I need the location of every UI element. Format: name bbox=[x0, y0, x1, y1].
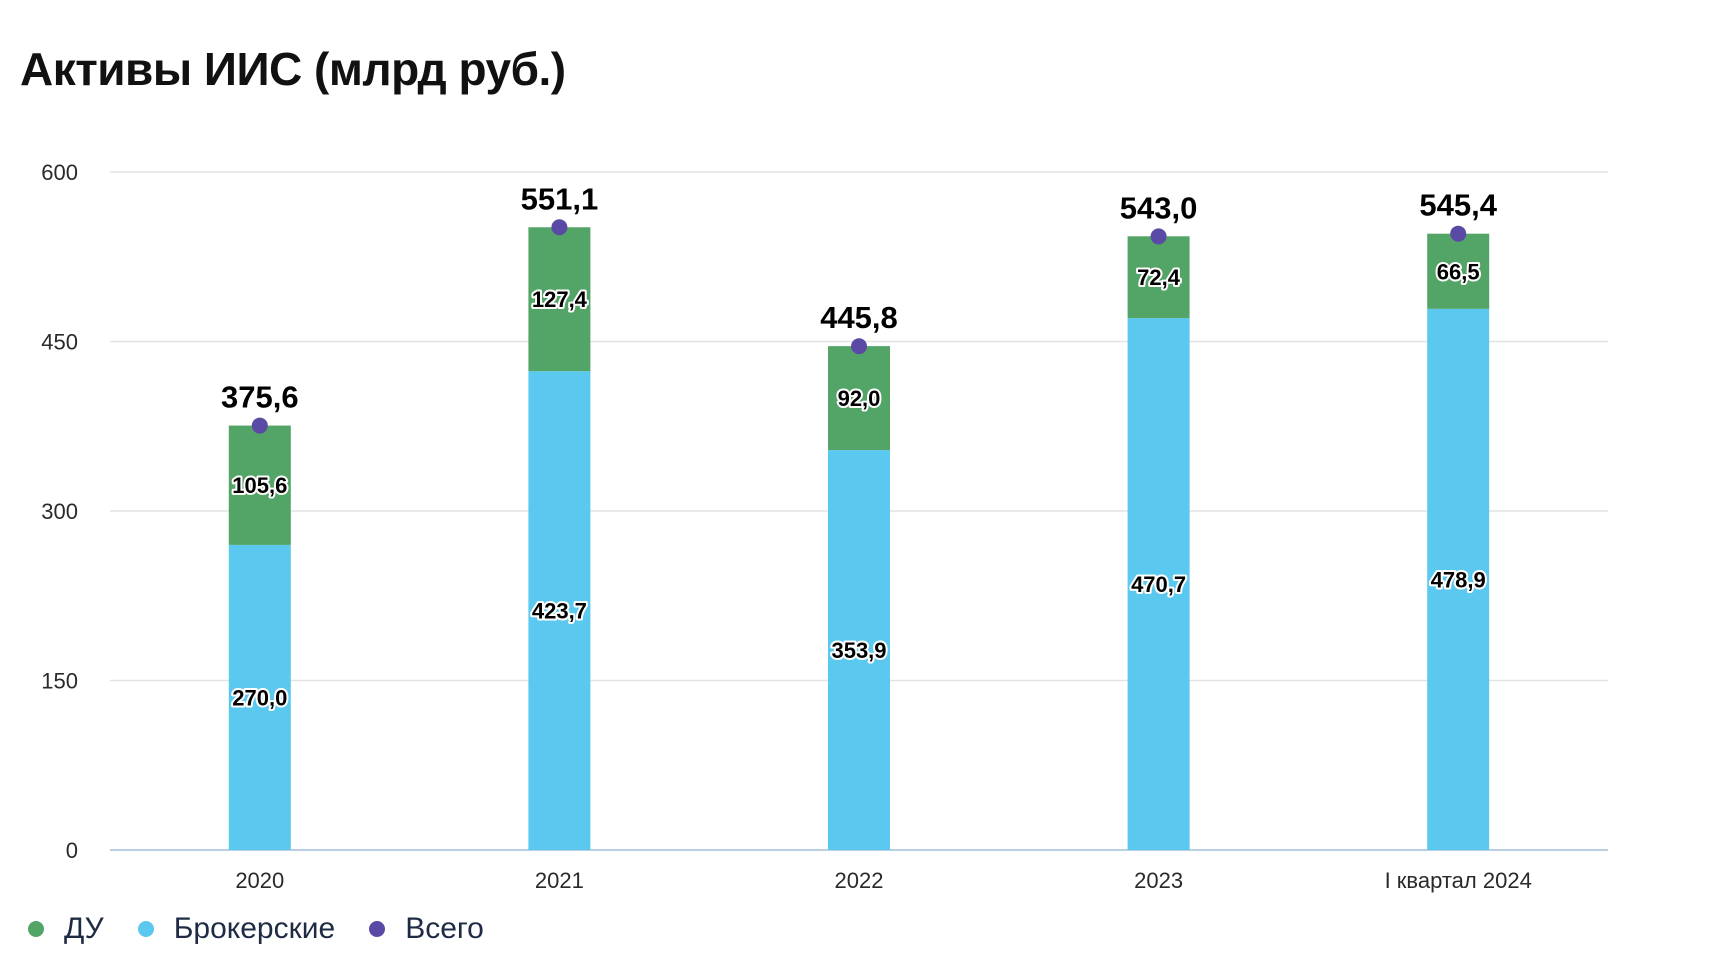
data-label-brokerage: 478,9 bbox=[1431, 567, 1486, 592]
data-label-du: 72,4 bbox=[1137, 265, 1181, 290]
data-label-total: 545,4 bbox=[1419, 188, 1497, 223]
bar-brokerage bbox=[1427, 308, 1490, 850]
total-marker bbox=[851, 338, 867, 355]
bar-brokerage bbox=[528, 371, 591, 850]
total-marker bbox=[551, 219, 568, 236]
bar-du bbox=[1427, 233, 1490, 309]
y-tick-label: 600 bbox=[41, 160, 78, 185]
total-marker bbox=[251, 417, 268, 434]
legend-marker-total bbox=[369, 921, 386, 937]
bar-brokerage bbox=[228, 544, 291, 850]
data-label-du: 66,5 bbox=[1437, 259, 1480, 284]
x-tick-label: 2023 bbox=[1134, 868, 1183, 893]
y-tick-label: 0 bbox=[66, 838, 78, 863]
x-tick-label: I квартал 2024 bbox=[1385, 868, 1532, 893]
bar-brokerage bbox=[828, 450, 890, 850]
data-label-brokerage: 270,0 bbox=[232, 685, 287, 710]
data-label-total: 543,0 bbox=[1120, 190, 1198, 225]
bar-du bbox=[228, 425, 291, 545]
y-tick-label: 150 bbox=[41, 669, 78, 694]
x-tick-label: 2022 bbox=[835, 868, 884, 893]
chart-plot: 0 150 300 450 600 270,0 105,6 375,6 2020 423,7 127… bbox=[41, 160, 1608, 893]
data-label-brokerage: 353,9 bbox=[831, 638, 886, 663]
legend-item-total[interactable]: Всего bbox=[369, 912, 484, 946]
data-label-du: 92,0 bbox=[838, 386, 881, 411]
data-label-brokerage: 470,7 bbox=[1131, 572, 1186, 597]
legend-label-total: Всего bbox=[405, 912, 484, 945]
data-label-total: 445,8 bbox=[820, 300, 898, 335]
x-tick-label: 2021 bbox=[535, 868, 584, 893]
data-label-du: 105,6 bbox=[232, 473, 287, 498]
legend-marker-brokerage bbox=[137, 921, 154, 937]
legend-item-brokerage[interactable]: Брокерские bbox=[137, 912, 336, 946]
bar-brokerage bbox=[1127, 318, 1190, 850]
total-marker bbox=[1150, 228, 1167, 245]
y-tick-label: 300 bbox=[41, 499, 78, 524]
legend-label-du: ДУ bbox=[64, 912, 104, 945]
bar-du bbox=[828, 346, 890, 451]
legend-label-brokerage: Брокерские bbox=[173, 912, 336, 945]
data-label-brokerage: 423,7 bbox=[532, 599, 587, 624]
data-label-du: 127,4 bbox=[532, 287, 588, 312]
chart-title: Активы ИИС (млрд руб.) bbox=[20, 43, 566, 95]
legend-marker-du bbox=[28, 921, 44, 937]
data-label-total: 375,6 bbox=[221, 380, 299, 415]
total-marker bbox=[1450, 225, 1467, 242]
legend-item-du[interactable]: ДУ bbox=[28, 912, 104, 946]
bar-du bbox=[528, 227, 591, 372]
x-tick-label: 2020 bbox=[235, 868, 284, 893]
data-label-total: 551,1 bbox=[521, 181, 599, 216]
y-tick-label: 450 bbox=[41, 330, 78, 355]
bar-du bbox=[1127, 236, 1190, 319]
chart-legend: ДУ Брокерские Всего bbox=[28, 912, 518, 946]
